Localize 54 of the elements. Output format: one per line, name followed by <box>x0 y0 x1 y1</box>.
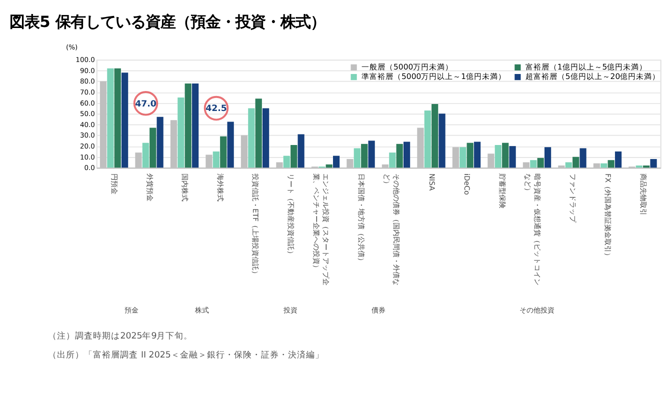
bar <box>255 98 262 168</box>
bar <box>608 160 614 168</box>
bar <box>332 156 340 168</box>
bar <box>184 83 192 168</box>
bar <box>283 156 290 168</box>
bar <box>403 142 410 168</box>
legend-label: 準富裕層（5000万円以上～1億円未満） <box>362 72 506 81</box>
bar <box>650 159 657 168</box>
bar <box>212 151 220 168</box>
chart-title: 図表5 保有している資産（預金・投資・株式） <box>10 12 326 31</box>
bar <box>565 162 572 168</box>
bar <box>580 148 586 168</box>
bar <box>509 146 516 168</box>
bar <box>178 97 184 168</box>
bar <box>361 144 368 168</box>
legend-label: 富裕層（1億円以上～5億円未満） <box>525 62 648 72</box>
bar <box>494 144 502 168</box>
bar <box>150 128 156 168</box>
bar <box>474 142 481 168</box>
bar <box>227 122 234 168</box>
annotation: 47.0 <box>135 99 156 110</box>
bar <box>114 68 121 168</box>
bar <box>432 104 438 168</box>
bar <box>530 160 537 168</box>
bar <box>614 151 622 168</box>
text: （注）調査時期は2025年9月下旬。 <box>48 330 193 342</box>
bar <box>248 108 255 168</box>
legend-label: 一般層（5000万円未満） <box>362 62 454 72</box>
legend-label: 超富裕層（5億円以上～20億円未満） <box>525 72 660 81</box>
bar <box>156 116 164 168</box>
bar <box>460 147 466 168</box>
bar <box>424 110 431 168</box>
bar <box>396 144 403 168</box>
annotation: 42.5 <box>206 104 227 114</box>
bar <box>368 140 375 168</box>
bar <box>107 68 114 168</box>
bar <box>502 142 509 168</box>
bar <box>354 148 360 168</box>
bar <box>326 164 332 168</box>
bar <box>466 142 474 168</box>
bar <box>572 156 580 168</box>
bar <box>192 83 199 168</box>
bar <box>142 142 149 168</box>
bar <box>122 72 128 168</box>
bar <box>262 108 270 168</box>
bar <box>438 114 446 168</box>
bar <box>220 136 227 168</box>
bar <box>389 152 396 168</box>
bar <box>544 147 552 168</box>
bar <box>290 144 298 168</box>
text: （出所）「富裕層調査 II 2025＜金融＞銀行・保険・証券・決済編」 <box>48 350 324 361</box>
bar <box>298 134 304 168</box>
bar <box>537 158 544 168</box>
bar <box>600 163 608 168</box>
